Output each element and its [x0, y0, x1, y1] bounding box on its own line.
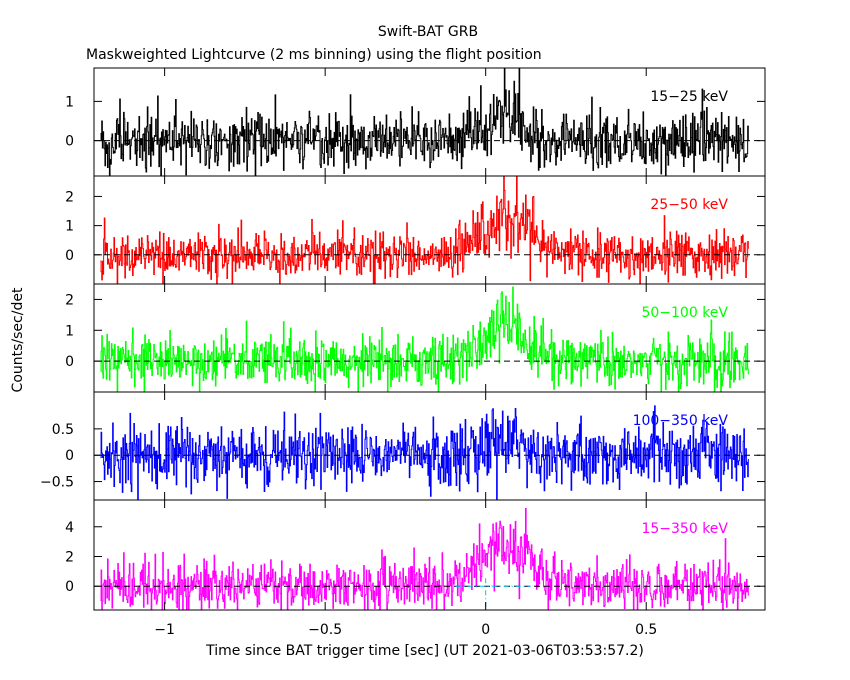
y-tick-label: 1: [65, 94, 74, 110]
band-label-5: 15−350 keV: [641, 521, 728, 537]
y-tick-label: 0: [65, 448, 74, 464]
band-label-4: 100−350 keV: [633, 413, 729, 429]
y-tick-label: 0.5: [52, 422, 74, 438]
series-line-4: [100, 405, 749, 500]
band-label-2: 25−50 keV: [650, 197, 728, 213]
y-tick-label: −0.5: [40, 475, 74, 491]
y-tick-label: 2: [65, 292, 74, 308]
band-label-3: 50−100 keV: [641, 305, 728, 321]
y-tick-label: 2: [65, 189, 74, 205]
y-axis-label: Counts/sec/det: [10, 287, 26, 392]
panel-2: 2 1 0 25−50 keV: [65, 175, 766, 285]
panel-3: 2 1 0 50−100 keV: [65, 283, 766, 393]
band-label-1: 15−25 keV: [650, 89, 728, 105]
y-tick-label: 4: [65, 520, 74, 536]
series-line-1: [100, 68, 749, 176]
y-tick-label: 1: [65, 323, 74, 339]
y-tick-label: 0: [65, 579, 74, 595]
x-tick-label: −0.5: [308, 622, 342, 638]
series-line-2: [100, 176, 749, 284]
panel-frame-3: [93, 283, 766, 393]
series-line-5: [100, 507, 749, 610]
x-axis-label: Time since BAT trigger time [sec] (UT 20…: [205, 643, 644, 659]
y-tick-label: 1: [65, 219, 74, 235]
x-tick-label: 0: [481, 622, 490, 638]
chart-title: Swift-BAT GRB: [378, 24, 478, 40]
y-tick-label: 0: [65, 354, 74, 370]
chart-subtitle: Maskweighted Lightcurve (2 ms binning) u…: [86, 47, 542, 63]
y-tick-label: 2: [65, 549, 74, 565]
panel-1: 1 0 15−25 keV: [65, 67, 766, 177]
x-tick-label: 0.5: [635, 622, 657, 638]
panel-5: 4 2 0 15−350 keV: [65, 499, 766, 611]
panel-4: 0.5 0 −0.5 100−350 keV: [40, 391, 766, 501]
series-line-3: [100, 286, 749, 392]
x-tick-label: −1: [154, 622, 175, 638]
y-tick-label: 0: [65, 248, 74, 264]
panel-frame-5: [93, 499, 766, 611]
y-tick-label: 0: [65, 134, 74, 150]
